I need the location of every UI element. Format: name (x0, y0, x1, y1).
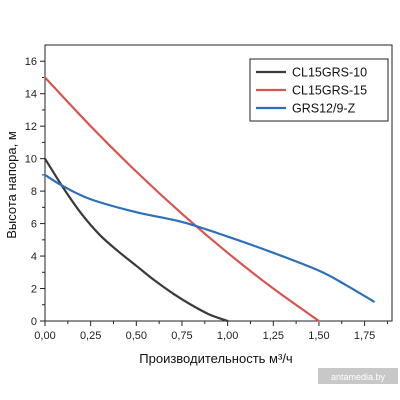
legend-entry-label: CL15GRS-15 (292, 84, 367, 98)
x-tick-label: 0,50 (126, 330, 147, 342)
legend-entry-label: CL15GRS-10 (292, 66, 367, 80)
y-tick-label: 12 (25, 121, 37, 133)
y-tick-label: 16 (25, 56, 37, 68)
y-axis-label: Высота напора, м (4, 131, 19, 239)
legend: CL15GRS-10 CL15GRS-15 GRS12/9-Z (249, 58, 389, 122)
y-tick-label: 2 (31, 284, 37, 296)
y-tick-label: 14 (25, 89, 37, 101)
x-tick-label: 0,25 (80, 330, 101, 342)
x-axis-label: Производительность м³/ч (139, 351, 292, 366)
y-tick-label: 0 (31, 316, 37, 328)
x-tick-label: 0,00 (34, 330, 55, 342)
series-line-cl15grs-10 (43, 157, 229, 323)
x-tick-label: 1,25 (263, 330, 284, 342)
y-tick-label: 4 (31, 251, 37, 263)
plot-frame (44, 44, 393, 322)
plot-border (44, 44, 393, 322)
x-tick-label: 1,00 (217, 330, 238, 342)
legend-entry-label: GRS12/9-Z (292, 102, 356, 116)
series-lines (43, 76, 375, 323)
y-tick-label: 8 (31, 186, 37, 198)
series-line-cl15grs-15 (43, 76, 321, 323)
y-axis-ticks: 0 2 4 6 8 10 12 14 16 (25, 56, 45, 328)
y-tick-label: 6 (31, 219, 37, 231)
x-tick-label: 0,75 (171, 330, 192, 342)
x-tick-label: 1,75 (354, 330, 375, 342)
watermark-background (318, 368, 398, 384)
watermark-text: antamedia.by (331, 372, 386, 382)
series-line-grs12-9-z (43, 173, 375, 303)
x-axis-ticks: 0,00 0,25 0,50 0,75 1,00 1,25 1,50 1,75 (34, 321, 388, 342)
x-tick-label: 1,50 (308, 330, 329, 342)
y-tick-label: 10 (25, 154, 37, 166)
